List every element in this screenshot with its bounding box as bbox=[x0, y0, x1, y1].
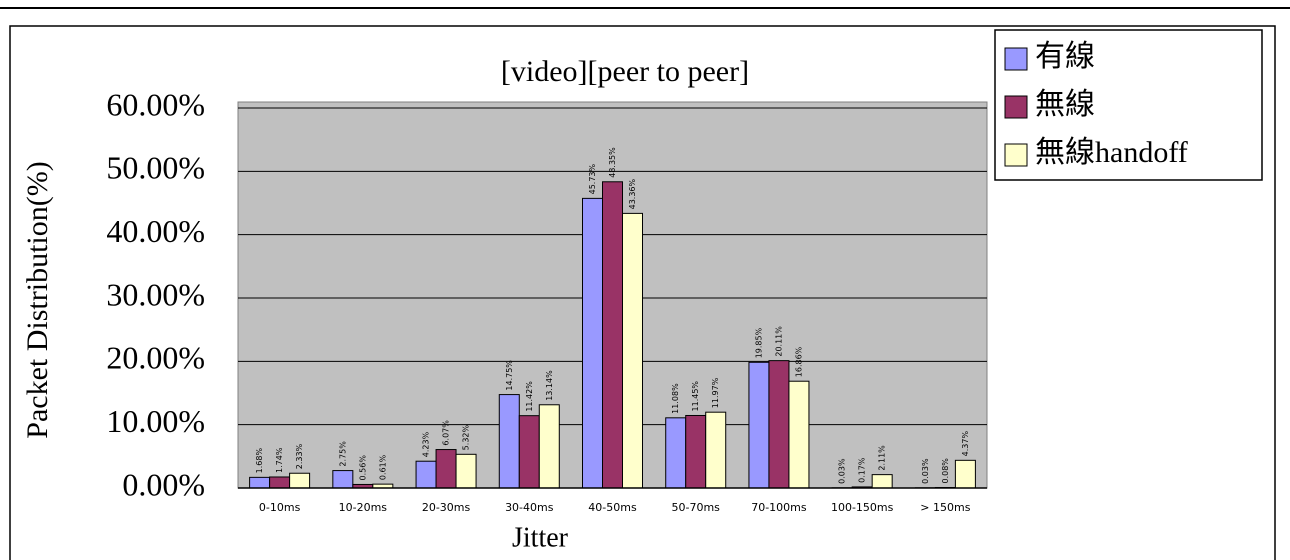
y-tick-label: 60.00% bbox=[106, 86, 205, 122]
y-tick-label: 50.00% bbox=[106, 150, 205, 186]
x-tick-label: 40-50ms bbox=[588, 501, 637, 514]
data-label: 13.14% bbox=[545, 370, 554, 401]
x-tick-label: 50-70ms bbox=[672, 501, 721, 514]
legend-label: 無線 bbox=[1035, 88, 1095, 121]
bar bbox=[415, 460, 437, 489]
data-label: 11.97% bbox=[711, 377, 720, 408]
data-label: 4.37% bbox=[961, 431, 970, 457]
bar bbox=[871, 474, 893, 489]
x-tick-label: 30-40ms bbox=[505, 501, 554, 514]
data-label: 48.35% bbox=[608, 147, 617, 178]
data-label: 6.07% bbox=[442, 420, 451, 446]
legend-swatch bbox=[1004, 47, 1028, 71]
x-tick-label: 10-20ms bbox=[339, 501, 388, 514]
data-label: 0.61% bbox=[378, 454, 387, 480]
data-label: 2.33% bbox=[295, 443, 304, 469]
x-tick-label: 100-150ms bbox=[831, 501, 894, 514]
x-axis-title: Jitter bbox=[512, 522, 569, 553]
data-label: 45.73% bbox=[588, 163, 597, 194]
data-label: 16.86% bbox=[794, 346, 803, 377]
bar bbox=[705, 411, 727, 489]
x-tick-label: > 150ms bbox=[920, 501, 970, 514]
x-tick-label: 0-10ms bbox=[259, 501, 301, 514]
legend-label: 無線handoff bbox=[1035, 136, 1188, 169]
data-label: 5.32% bbox=[462, 424, 471, 450]
y-tick-label: 20.00% bbox=[106, 340, 205, 376]
y-tick-label: 30.00% bbox=[106, 276, 205, 312]
data-label: 11.08% bbox=[671, 383, 680, 414]
legend-label: 有線 bbox=[1035, 40, 1095, 73]
legend-swatch bbox=[1004, 95, 1028, 119]
bar bbox=[622, 212, 643, 489]
x-tick-label: 20-30ms bbox=[422, 501, 471, 514]
legend-box bbox=[994, 29, 1263, 181]
data-label: 0.03% bbox=[838, 458, 847, 484]
y-tick-label: 0.00% bbox=[122, 466, 205, 502]
data-label: 1.74% bbox=[275, 447, 284, 473]
y-axis-title: Packet Distribution(%) bbox=[21, 161, 54, 438]
bar bbox=[498, 394, 520, 489]
data-label: 0.08% bbox=[941, 458, 950, 484]
bar bbox=[768, 360, 790, 489]
legend-swatch bbox=[1004, 143, 1028, 167]
data-label: 2.75% bbox=[338, 441, 347, 467]
data-label: 14.75% bbox=[505, 360, 514, 391]
bar bbox=[748, 361, 770, 489]
data-label: 0.56% bbox=[358, 455, 367, 481]
data-label: 43.36% bbox=[628, 178, 637, 209]
bar bbox=[249, 476, 271, 489]
bar bbox=[602, 181, 623, 489]
bar bbox=[435, 449, 457, 489]
data-label: 11.45% bbox=[691, 381, 700, 412]
bar bbox=[582, 197, 603, 489]
bar bbox=[954, 459, 976, 489]
data-label: 4.23% bbox=[422, 431, 431, 457]
data-label: 0.17% bbox=[858, 457, 867, 483]
bar bbox=[788, 380, 810, 489]
y-tick-label: 10.00% bbox=[106, 403, 205, 439]
bar bbox=[538, 404, 560, 489]
data-label: 2.11% bbox=[878, 445, 887, 471]
x-tick-label: 70-100ms bbox=[751, 501, 807, 514]
data-label: 19.85% bbox=[754, 327, 763, 358]
bar bbox=[289, 472, 311, 489]
bar bbox=[665, 417, 687, 489]
bar bbox=[685, 414, 707, 489]
bar bbox=[269, 476, 291, 489]
bar bbox=[455, 453, 477, 489]
data-label: 0.03% bbox=[921, 458, 930, 484]
chart-title: [video][peer to peer] bbox=[501, 55, 749, 88]
data-label: 1.68% bbox=[255, 448, 264, 474]
data-label: 20.11% bbox=[774, 326, 783, 357]
data-label: 11.42% bbox=[525, 381, 534, 412]
bar bbox=[518, 415, 540, 489]
y-tick-label: 40.00% bbox=[106, 213, 205, 249]
bar bbox=[332, 470, 354, 489]
